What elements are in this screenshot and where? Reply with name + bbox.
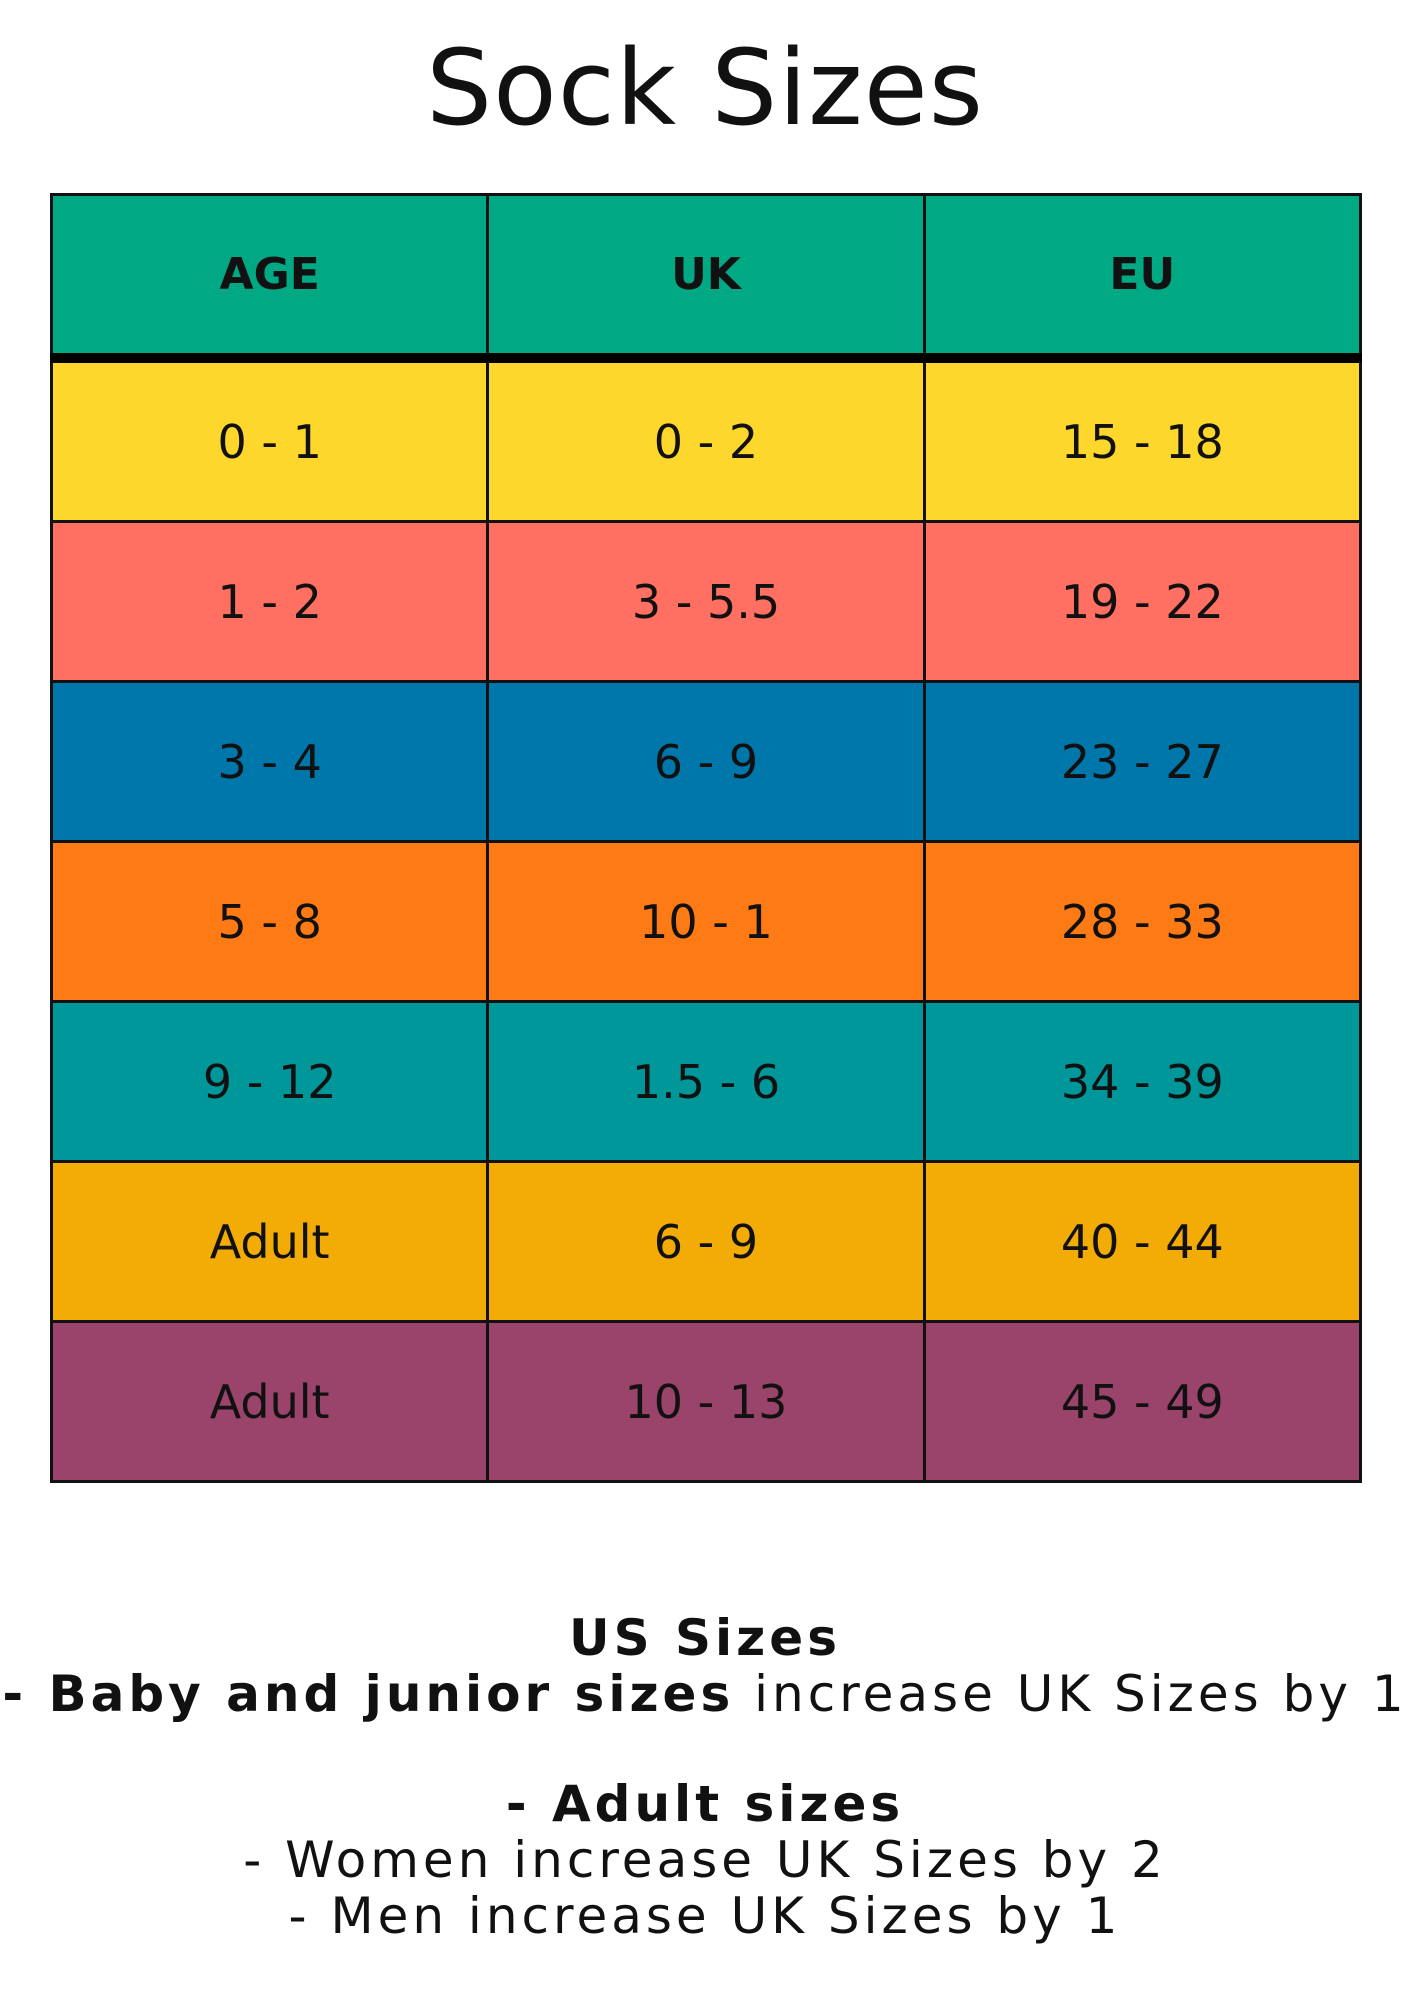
table-row: Adult 6 - 9 40 - 44 <box>49 1160 1363 1323</box>
cell-age: Adult <box>49 1160 490 1323</box>
cell-eu: 15 - 18 <box>922 356 1363 523</box>
cell-eu: 34 - 39 <box>922 1000 1363 1163</box>
cell-eu: 28 - 33 <box>922 840 1363 1003</box>
cell-age: 1 - 2 <box>49 520 490 683</box>
header-age: AGE <box>49 193 490 363</box>
cell-uk: 1.5 - 6 <box>486 1000 926 1163</box>
cell-eu: 19 - 22 <box>922 520 1363 683</box>
cell-uk: 3 - 5.5 <box>486 520 926 683</box>
adult-sizes-heading: - Adult sizes <box>505 1775 905 1833</box>
table-row: Adult 10 - 13 45 - 49 <box>49 1320 1363 1483</box>
men-note: - Men increase UK Sizes by 1 <box>288 1887 1122 1945</box>
cell-uk: 10 - 13 <box>486 1320 926 1483</box>
cell-age: 5 - 8 <box>49 840 490 1003</box>
cell-eu: 23 - 27 <box>922 680 1363 843</box>
cell-uk: 6 - 9 <box>486 1160 926 1323</box>
cell-age: 9 - 12 <box>49 1000 490 1163</box>
table-row: 3 - 4 6 - 9 23 - 27 <box>49 680 1363 843</box>
women-note: - Women increase UK Sizes by 2 <box>243 1831 1167 1889</box>
header-eu: EU <box>922 193 1363 363</box>
baby-junior-text: increase UK Sizes by 1 <box>734 1665 1408 1723</box>
table-header-row: AGE UK EU <box>49 193 1363 363</box>
page-title: Sock Sizes <box>426 27 984 149</box>
header-uk: UK <box>486 193 926 363</box>
us-sizes-notes: US Sizes - Baby and junior sizes increas… <box>0 1610 1410 1944</box>
table-row: 0 - 1 0 - 2 15 - 18 <box>49 356 1363 523</box>
cell-eu: 40 - 44 <box>922 1160 1363 1323</box>
table-row: 9 - 12 1.5 - 6 34 - 39 <box>49 1000 1363 1163</box>
baby-junior-note: - Baby and junior sizes increase UK Size… <box>0 1666 1410 1722</box>
baby-junior-label: Baby and junior sizes <box>48 1665 735 1723</box>
table-row: 1 - 2 3 - 5.5 19 - 22 <box>49 520 1363 683</box>
cell-uk: 6 - 9 <box>486 680 926 843</box>
table-row: 5 - 8 10 - 1 28 - 33 <box>49 840 1363 1003</box>
cell-uk: 10 - 1 <box>486 840 926 1003</box>
us-sizes-heading: US Sizes <box>569 1609 841 1667</box>
baby-prefix: - <box>2 1665 49 1723</box>
cell-age: Adult <box>49 1320 490 1483</box>
cell-age: 3 - 4 <box>49 680 490 843</box>
cell-uk: 0 - 2 <box>486 356 926 523</box>
cell-eu: 45 - 49 <box>922 1320 1363 1483</box>
cell-age: 0 - 1 <box>49 356 490 523</box>
sock-size-table: AGE UK EU 0 - 1 0 - 2 15 - 18 1 - 2 3 - … <box>49 193 1363 1483</box>
